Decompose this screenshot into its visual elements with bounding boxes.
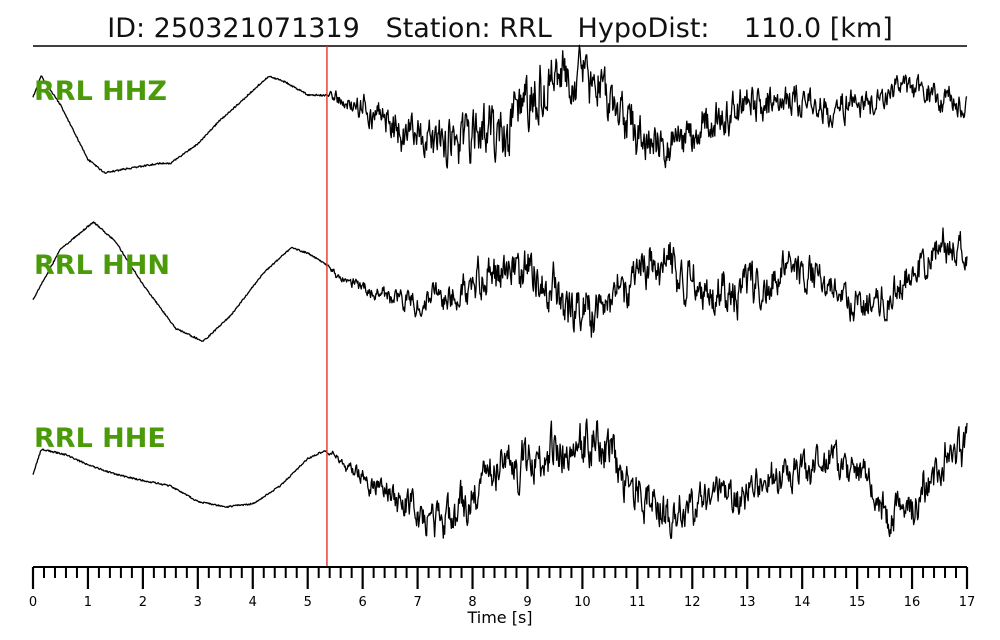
x-tick-label: 15 [849,595,866,610]
x-tick-label: 2 [139,595,147,610]
x-tick-label: 7 [413,595,421,610]
x-tick-label: 4 [249,595,257,610]
waveform-traces [32,44,968,539]
x-tick-label: 5 [304,595,312,610]
x-axis-label: Time [s] [466,608,532,627]
chart-title: ID: 250321071319 Station: RRL HypoDist: … [107,13,893,44]
x-tick-label: 9 [523,595,531,610]
channel-label: RRL HHE [34,423,166,454]
time-axis: 0 1 2 3 4 5 6 7 8 9 10 11 12 13 14 15 16 17 [29,566,976,610]
x-tick-label: 14 [794,595,811,610]
x-tick-label: 0 [29,595,37,610]
x-tick-label: 12 [684,595,701,610]
x-tick-label: 16 [904,595,921,610]
x-tick-label: 10 [574,595,591,610]
x-tick-label: 11 [629,595,646,610]
x-tick-label: 8 [468,595,476,610]
trace-rrl-hhn [32,221,968,342]
channel-labels: RRL HHZ RRL HHN RRL HHE [34,76,170,454]
x-tick-label: 6 [359,595,367,610]
trace-rrl-hhz [32,44,968,174]
x-tick-label: 1 [84,595,92,610]
channel-label: RRL HHN [34,250,170,281]
x-tick-label: 3 [194,595,202,610]
x-tick-label: 17 [959,595,976,610]
channel-label: RRL HHZ [34,76,167,107]
x-tick-label: 13 [739,595,756,610]
trace-rrl-hhe [32,418,968,539]
